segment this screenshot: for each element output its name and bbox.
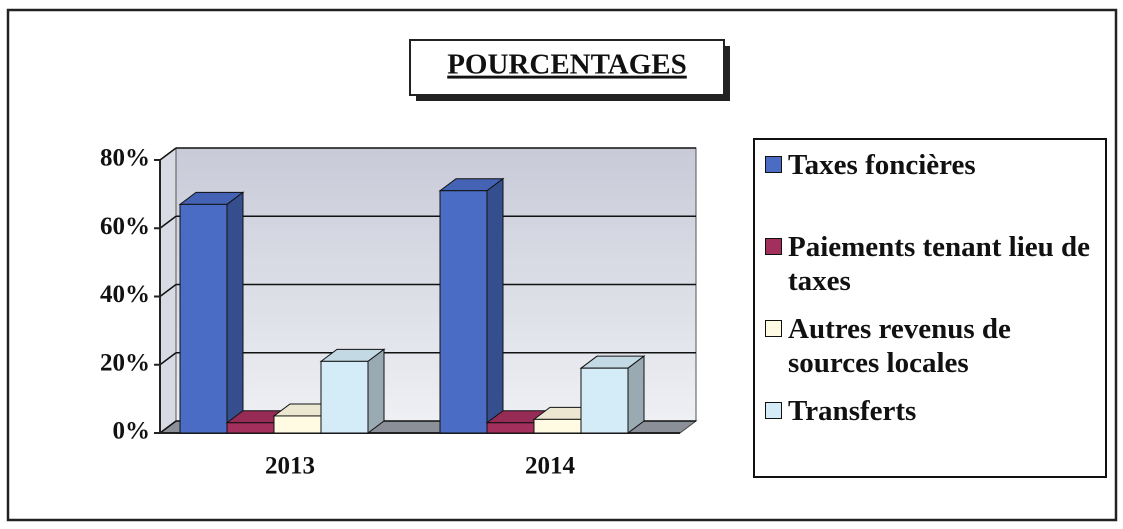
legend-label: Autres revenus de sources locales bbox=[788, 313, 1011, 379]
legend-label: Transferts bbox=[788, 395, 917, 427]
bar bbox=[320, 360, 369, 434]
y-tick-label: 0% bbox=[113, 418, 151, 445]
grid-line-depth bbox=[159, 283, 177, 298]
y-tick-label: 60% bbox=[100, 213, 150, 240]
legend-swatch bbox=[765, 238, 782, 255]
bar-side bbox=[226, 191, 244, 434]
bar bbox=[179, 203, 228, 434]
bar-3d bbox=[178, 191, 245, 434]
bar bbox=[533, 418, 582, 434]
legend-item: Taxes foncières bbox=[765, 148, 1095, 182]
y-tick-label: 20% bbox=[100, 349, 150, 376]
legend: Taxes foncières Paiements tenant lieu de … bbox=[753, 138, 1107, 478]
bar-side bbox=[627, 355, 645, 434]
grid-line-depth bbox=[159, 147, 177, 161]
y-tick-label: 40% bbox=[100, 281, 150, 308]
grid-line-depth bbox=[159, 215, 177, 229]
bar bbox=[580, 367, 629, 434]
x-tick-label: 2014 bbox=[525, 453, 576, 480]
grid-line-depth bbox=[159, 420, 177, 434]
bar-3d bbox=[438, 177, 505, 434]
bar-side bbox=[367, 348, 385, 434]
legend-swatch bbox=[765, 156, 782, 173]
legend-item: Autres revenus de sources locales bbox=[765, 312, 1095, 380]
chart-title: POURCENTAGES bbox=[447, 49, 687, 81]
bar bbox=[486, 422, 535, 434]
bar-3d bbox=[579, 355, 646, 434]
legend-label: Paiements tenant lieu de taxes bbox=[788, 231, 1091, 297]
bar bbox=[226, 422, 275, 434]
y-tick-label: 80% bbox=[100, 145, 150, 172]
bar-side bbox=[486, 177, 504, 434]
x-tick-label: 2013 bbox=[265, 453, 315, 480]
frame bbox=[6, 8, 1118, 522]
bar bbox=[273, 415, 322, 434]
bar bbox=[439, 190, 488, 434]
legend-item: Paiements tenant lieu de taxes bbox=[765, 230, 1095, 298]
legend-swatch bbox=[765, 402, 782, 419]
title-box bbox=[409, 39, 725, 96]
legend-swatch bbox=[765, 320, 782, 337]
legend-label: Taxes foncières bbox=[788, 149, 976, 181]
grid-line-depth bbox=[159, 352, 177, 366]
legend-item: Transferts bbox=[765, 394, 1095, 428]
bar-3d bbox=[319, 348, 386, 434]
